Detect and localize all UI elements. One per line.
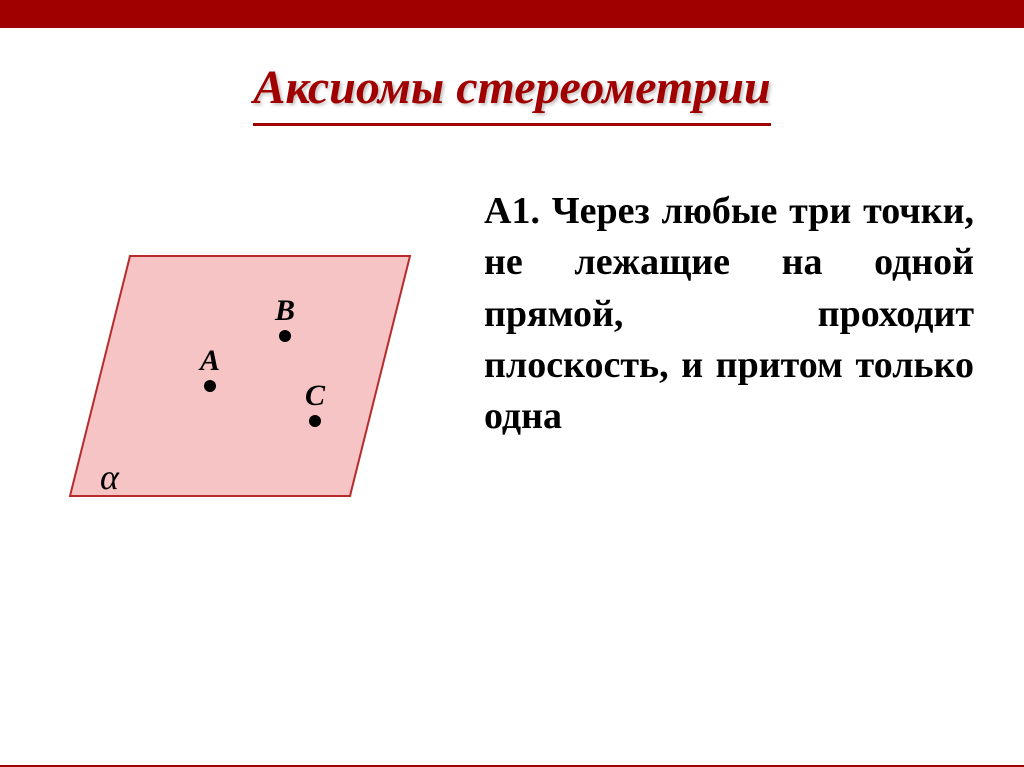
point-label-c: C [305,379,325,413]
title-area: Аксиомы стереометрии [0,28,1024,126]
point-label-a: A [200,344,220,378]
point-label-b: B [275,294,295,328]
text-column: А1. Через любые три точки, не лежащие на… [484,186,984,442]
content-row: α A B C А1. Через любые три точки, не лежа… [0,126,1024,506]
alpha-label: α [100,456,119,498]
diagram-column: α A B C [20,186,460,506]
axiom-text: А1. Через любые три точки, не лежащие на… [484,186,974,442]
point-c [309,415,321,427]
slide: Аксиомы стереометрии α A B C А1. Через люб… [0,0,1024,767]
point-a [204,380,216,392]
slide-title: Аксиомы стереометрии [253,60,770,126]
plane-diagram: α A B C [60,246,420,506]
plane-polygon [70,256,410,496]
point-b [279,330,291,342]
